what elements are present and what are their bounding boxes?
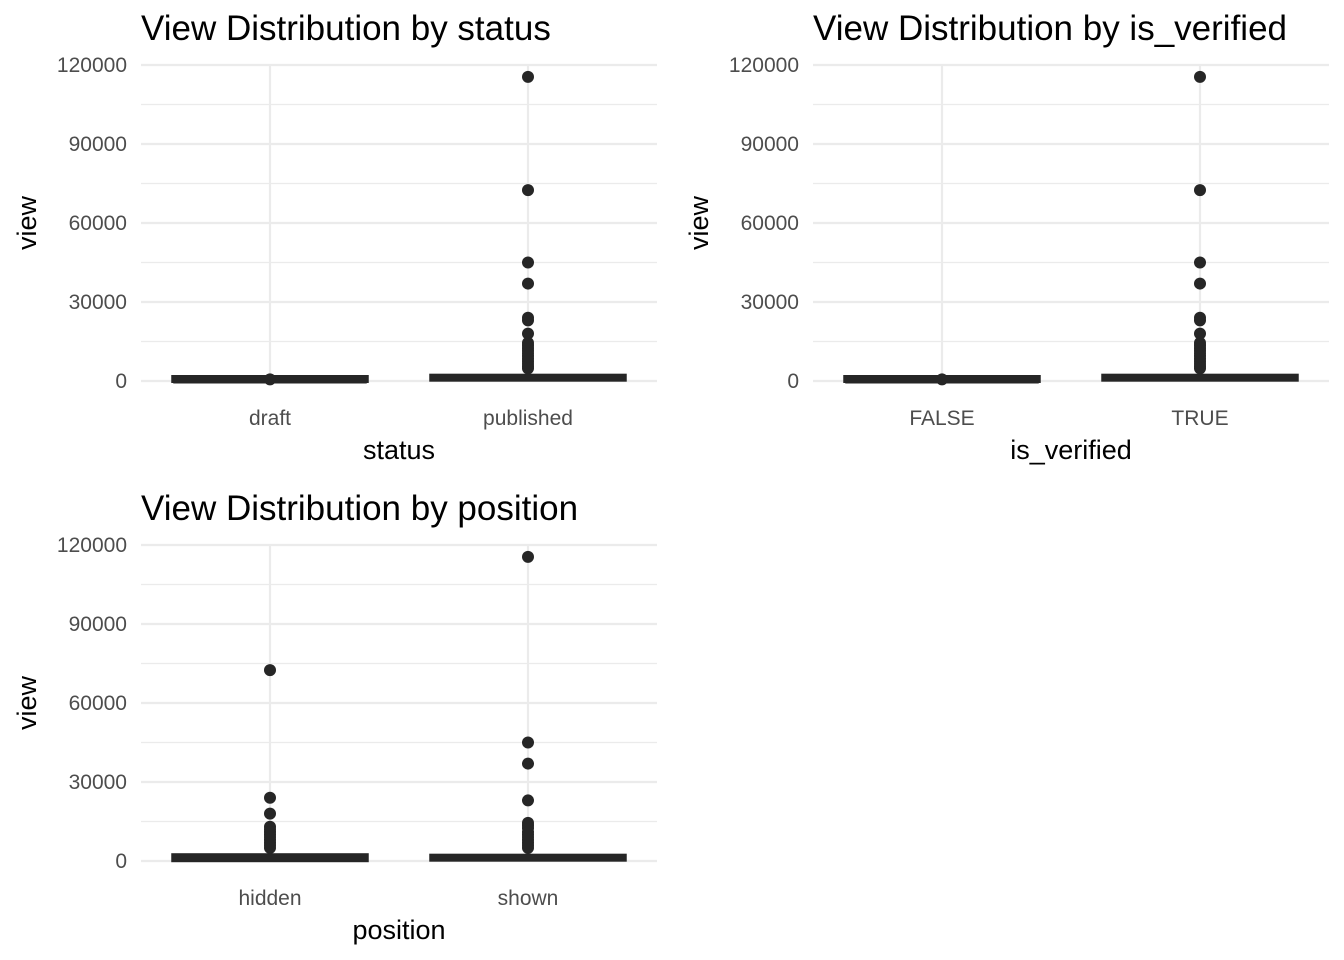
box-published bbox=[429, 70, 627, 382]
outlier-point bbox=[264, 664, 276, 677]
outlier-point bbox=[264, 791, 276, 804]
x-tick-label: FALSE bbox=[909, 407, 974, 430]
x-tick-label: shown bbox=[498, 887, 559, 910]
y-tick-label: 0 bbox=[115, 370, 127, 393]
outlier-point bbox=[522, 70, 534, 83]
y-tick-label: 60000 bbox=[741, 212, 799, 235]
y-tick-label: 120000 bbox=[57, 54, 127, 77]
outlier-point bbox=[522, 794, 534, 807]
box-TRUE bbox=[1101, 70, 1299, 382]
outlier-point bbox=[1194, 70, 1206, 83]
outlier-point bbox=[1194, 314, 1206, 327]
outlier-point bbox=[1194, 256, 1206, 269]
chart-panel-3: View Distribution by position 0 30000 60000… bbox=[12, 489, 657, 945]
outlier-point bbox=[522, 327, 534, 340]
x-tick-label: TRUE bbox=[1171, 407, 1228, 430]
x-axis-label: status bbox=[363, 435, 435, 465]
y-tick-label: 90000 bbox=[69, 613, 127, 636]
box-hidden bbox=[171, 664, 369, 863]
y-tick-label: 0 bbox=[787, 370, 799, 393]
box-draft bbox=[171, 373, 369, 386]
x-tick-label: published bbox=[483, 407, 573, 430]
outlier-point bbox=[522, 362, 534, 375]
y-tick-label: 60000 bbox=[69, 692, 127, 715]
y-tick-label: 90000 bbox=[69, 133, 127, 156]
outlier-point bbox=[522, 277, 534, 290]
y-axis-label: view bbox=[684, 195, 714, 250]
outlier-point bbox=[1194, 184, 1206, 197]
x-tick-label: hidden bbox=[238, 887, 301, 910]
chart-title: View Distribution by status bbox=[141, 9, 551, 48]
y-tick-label: 60000 bbox=[69, 212, 127, 235]
chart-panel-2: View Distribution by is_verified 0 30000 60… bbox=[684, 9, 1329, 465]
y-tick-label: 30000 bbox=[69, 291, 127, 314]
outlier-point bbox=[1194, 362, 1206, 375]
y-tick-label: 90000 bbox=[741, 133, 799, 156]
x-axis-label: position bbox=[352, 915, 445, 945]
outlier-point bbox=[264, 841, 276, 854]
y-axis-label: view bbox=[12, 195, 42, 250]
outlier-point bbox=[264, 373, 276, 386]
y-tick-label: 0 bbox=[115, 850, 127, 873]
outlier-point bbox=[264, 807, 276, 820]
outlier-point bbox=[522, 757, 534, 770]
box-FALSE bbox=[843, 373, 1041, 386]
outlier-point bbox=[522, 314, 534, 327]
outlier-point bbox=[1194, 327, 1206, 340]
chart-panel-1: View Distribution by status 0 30000 60000 90… bbox=[12, 9, 657, 465]
outlier-point bbox=[522, 256, 534, 269]
chart-title: View Distribution by is_verified bbox=[813, 9, 1287, 48]
outlier-point bbox=[522, 550, 534, 563]
y-axis-label: view bbox=[12, 675, 42, 730]
outlier-point bbox=[1194, 277, 1206, 290]
x-axis-label: is_verified bbox=[1010, 435, 1132, 465]
x-tick-label: draft bbox=[249, 407, 291, 430]
outlier-point bbox=[522, 184, 534, 197]
outlier-point bbox=[522, 841, 534, 854]
y-tick-label: 120000 bbox=[57, 534, 127, 557]
y-tick-label: 120000 bbox=[729, 54, 799, 77]
outlier-point bbox=[522, 736, 534, 749]
chart-title: View Distribution by position bbox=[141, 489, 578, 528]
outlier-point bbox=[936, 373, 948, 386]
y-tick-label: 30000 bbox=[741, 291, 799, 314]
y-tick-label: 30000 bbox=[69, 771, 127, 794]
box-shown bbox=[429, 550, 627, 862]
